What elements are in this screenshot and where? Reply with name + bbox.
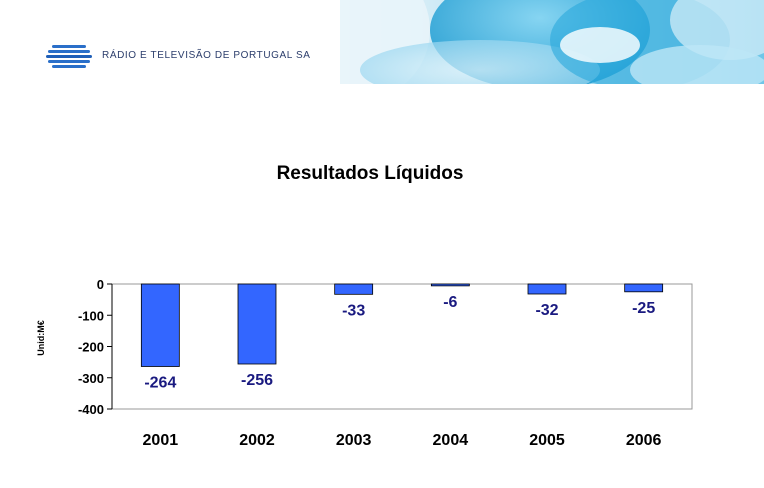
data-label-2005: -32 <box>535 302 558 319</box>
bar-2003 <box>334 283 374 295</box>
y-tick-label: -100 <box>78 308 104 323</box>
y-tick-label: 0 <box>97 277 104 292</box>
x-category-label-2001: 2001 <box>143 432 179 449</box>
data-label-2006: -25 <box>632 300 655 317</box>
bar-2002 <box>237 283 277 365</box>
y-tick-label: -400 <box>78 402 104 417</box>
y-tick-label: -300 <box>78 371 104 386</box>
rtp-striped-globe-icon <box>46 45 92 68</box>
y-tick-label: -200 <box>78 340 104 355</box>
x-category-label-2003: 2003 <box>336 432 372 449</box>
plot-area <box>111 283 693 410</box>
chart-title: Resultados Líquidos <box>276 163 464 184</box>
data-label-2004: -6 <box>443 294 457 311</box>
bar-2006 <box>624 283 664 293</box>
bar-2001 <box>140 283 180 367</box>
x-category-label-2006: 2006 <box>626 432 662 449</box>
x-category-label-2004: 2004 <box>433 432 469 449</box>
company-name: RÁDIO E TELEVISÃO DE PORTUGAL SA <box>102 50 311 61</box>
bar-2005 <box>527 283 567 295</box>
data-label-2003: -33 <box>342 302 365 319</box>
x-category-label-2005: 2005 <box>529 432 565 449</box>
data-label-2002: -256 <box>241 372 273 389</box>
header-banner <box>340 0 764 84</box>
data-label-2001: -264 <box>144 375 176 392</box>
bar-2004 <box>430 283 470 287</box>
x-category-label-2002: 2002 <box>239 432 275 449</box>
y-axis-label: Unid:M€ <box>36 320 46 356</box>
